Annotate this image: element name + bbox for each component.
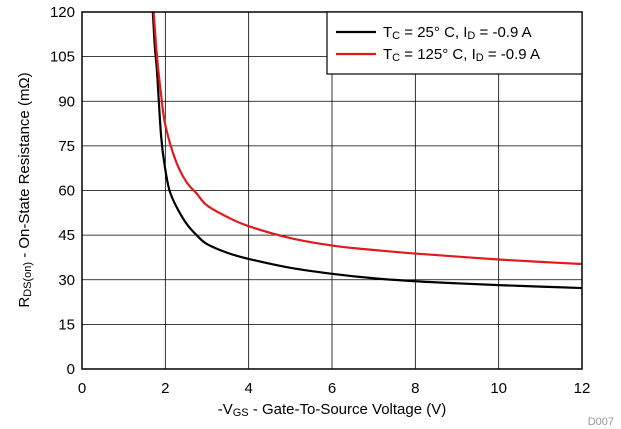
x-tick-label: 10	[490, 380, 507, 397]
y-tick-label: 30	[58, 272, 75, 289]
y-tick-label: 15	[58, 316, 75, 333]
x-axis-title: -VGS - Gate-To-Source Voltage (V)	[218, 401, 447, 419]
y-tick-label: 45	[58, 227, 75, 244]
y-axis-title: RDS(on) - On-State Resistance (mΩ)	[16, 72, 34, 307]
legend: TC = 25° C, ID = -0.9 A TC = 125° C, ID =…	[326, 11, 583, 75]
legend-box	[326, 11, 583, 75]
x-tick-label: 6	[328, 380, 336, 397]
x-tick-label: 12	[574, 380, 591, 397]
curves	[151, 12, 582, 290]
x-tick-label: 0	[78, 380, 86, 397]
figure-id: D007	[588, 416, 614, 428]
x-tick-label: 4	[244, 380, 252, 397]
y-tick-label: 120	[50, 4, 75, 21]
y-tick-label: 105	[50, 49, 75, 66]
legend-entries: TC = 25° C, ID = -0.9 A TC = 125° C, ID =…	[336, 24, 540, 64]
legend-label-2: TC = 125° C, ID = -0.9 A	[383, 46, 540, 64]
y-tick-label: 90	[58, 93, 75, 110]
x-tick-label: 2	[161, 380, 169, 397]
x-tick-labels: 0 2 4 6 8 10 12	[78, 380, 591, 397]
series-line-1	[151, 12, 582, 290]
y-tick-label: 0	[67, 361, 75, 378]
series-line-2	[152, 12, 582, 266]
legend-label-1: TC = 25° C, ID = -0.9 A	[383, 24, 532, 42]
y-tick-label: 60	[58, 183, 75, 200]
y-tick-labels: 0 15 30 45 60 75 90 105 120	[50, 4, 75, 378]
x-tick-label: 8	[411, 380, 419, 397]
y-tick-label: 75	[58, 138, 75, 155]
